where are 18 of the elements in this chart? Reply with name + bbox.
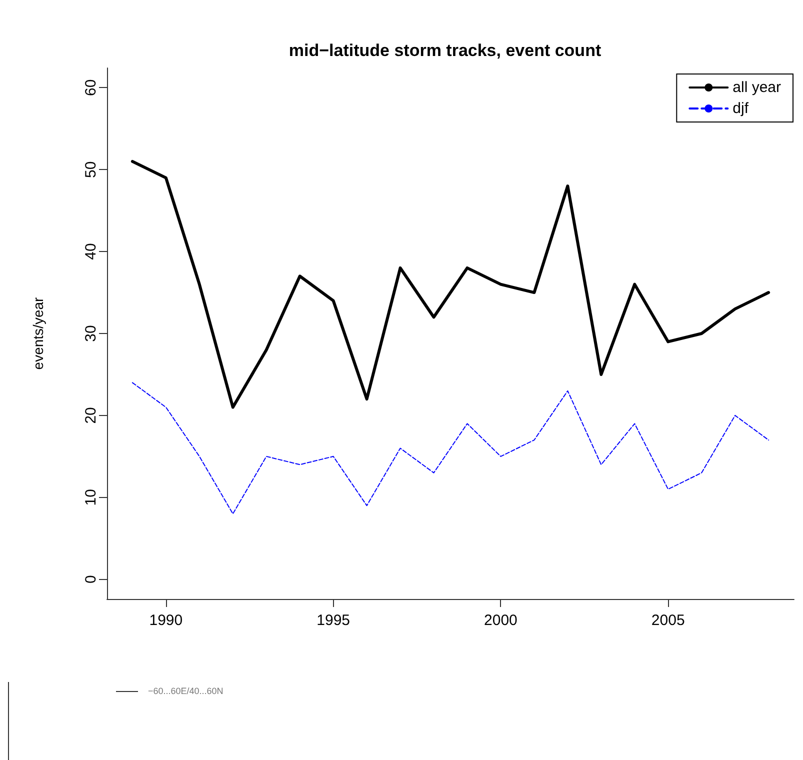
text: −60...60E/40...60N bbox=[148, 686, 224, 696]
line-series bbox=[132, 382, 770, 514]
y-tick-label: 60 bbox=[82, 79, 100, 96]
line-series bbox=[130, 160, 770, 409]
y-tick-label: 20 bbox=[82, 407, 100, 424]
y-tick-label: 50 bbox=[82, 161, 100, 178]
y-tick-label: 10 bbox=[82, 489, 100, 506]
y-tick-label: 30 bbox=[82, 325, 100, 342]
legend-label: all year bbox=[732, 79, 782, 96]
x-tick-label: 1990 bbox=[149, 612, 183, 629]
x-tick-label: 2000 bbox=[484, 612, 518, 629]
y-tick-label: 0 bbox=[82, 575, 100, 584]
chart-title: mid−latitude storm tracks, event count bbox=[288, 41, 602, 60]
x-tick-label: 1995 bbox=[316, 612, 350, 629]
y-axis-title: events/year bbox=[30, 296, 46, 370]
x-tick-label: 2005 bbox=[651, 612, 685, 629]
y-tick-label: 40 bbox=[82, 243, 100, 260]
legend-label: djf bbox=[732, 100, 750, 117]
